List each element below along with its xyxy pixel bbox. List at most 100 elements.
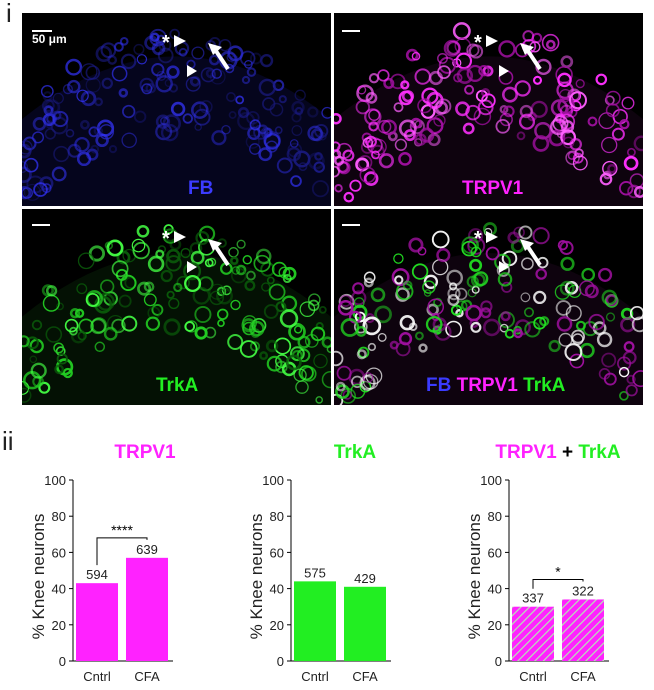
bar-count-label: 575	[304, 565, 326, 580]
neuron-cell	[245, 134, 260, 149]
neuron-cell	[596, 331, 613, 348]
neuron-cell	[498, 40, 516, 58]
neuron-cell	[425, 315, 443, 333]
neuron-cell	[378, 153, 395, 169]
y-tick-label: 100	[262, 473, 284, 488]
neuron-cell	[524, 321, 541, 338]
neuron-cell	[90, 144, 100, 154]
neuron-cell	[377, 332, 387, 342]
neuron-cell	[88, 245, 106, 262]
neuron-cell	[514, 80, 531, 97]
neuron-cell	[114, 42, 124, 52]
neuron-cell	[150, 32, 160, 43]
neuron-cell	[619, 390, 629, 401]
neuron-cell	[356, 349, 367, 360]
arrowhead-marker	[499, 65, 509, 77]
neuron-cell	[107, 55, 118, 65]
neuron-cell	[394, 275, 404, 285]
neuron-cell	[381, 119, 397, 136]
neuron-cell	[165, 255, 182, 272]
neuron-cell	[446, 40, 461, 56]
neuron-cell	[22, 166, 32, 184]
neuron-cell	[231, 266, 241, 275]
arrow-marker-head	[208, 43, 222, 55]
neuron-cell	[507, 231, 520, 244]
y-tick-label: 40	[270, 582, 284, 597]
neuron-cell	[500, 311, 511, 322]
neuron-cell	[22, 387, 32, 403]
neuron-cell	[534, 121, 552, 140]
neuron-cell	[464, 84, 475, 95]
micrograph-merge-cells: *	[334, 222, 643, 405]
neuron-cell	[456, 67, 474, 85]
neuron-cell	[560, 129, 577, 146]
neuron-cell	[164, 78, 173, 88]
neuron-cell	[401, 90, 415, 103]
neuron-cell	[166, 248, 181, 264]
neuron-cell	[184, 321, 196, 332]
neuron-cell	[483, 318, 501, 337]
neuron-cell	[629, 305, 643, 321]
neuron-cell	[266, 355, 283, 372]
neuron-cell	[414, 331, 424, 341]
neuron-cell	[22, 161, 28, 173]
x-tick-label: Cntrl	[519, 669, 547, 684]
asterisk-marker: *	[474, 228, 482, 250]
neuron-cell	[559, 113, 576, 130]
neuron-cell	[513, 328, 524, 339]
y-axis-label: % Knee neurons	[247, 514, 266, 640]
neuron-cell	[485, 246, 500, 261]
neuron-cell	[227, 334, 244, 350]
neuron-cell	[565, 305, 582, 322]
neuron-cell	[632, 370, 643, 388]
micrograph-fb-cells: *	[22, 28, 331, 206]
neuron-cell	[417, 246, 427, 256]
neuron-cell	[189, 76, 201, 87]
arrow-marker	[526, 245, 542, 267]
neuron-cell	[353, 297, 365, 309]
channel-label-merge: FB TRPV1 TrkA	[426, 375, 565, 397]
neuron-cell	[111, 65, 128, 82]
neuron-cell	[370, 287, 386, 303]
arrow-marker	[214, 49, 230, 71]
neuron-cell	[274, 337, 292, 355]
neuron-cell	[555, 300, 572, 316]
neuron-cell	[120, 53, 137, 70]
neuron-cell	[157, 47, 174, 64]
micrograph-trka-cells: *	[22, 224, 331, 405]
neuron-cell	[419, 127, 435, 143]
y-tick-label: 100	[44, 473, 66, 488]
neuron-cell	[100, 279, 115, 294]
neuron-cell	[466, 64, 484, 82]
neuron-cell	[334, 112, 342, 125]
neuron-cell	[618, 180, 634, 196]
neuron-cell	[67, 143, 82, 158]
bar-cntrl	[294, 581, 336, 661]
neuron-cell	[408, 237, 424, 253]
neuron-cell	[368, 73, 380, 84]
y-axis-label: % Knee neurons	[465, 514, 484, 640]
neuron-cell	[147, 255, 165, 273]
neuron-cell	[193, 108, 211, 126]
y-tick-label: 40	[488, 582, 502, 597]
chart-title-trpv1: TRPV1	[85, 442, 205, 464]
scale-bar	[342, 224, 360, 226]
y-axis-label: % Knee neurons	[29, 514, 48, 640]
neuron-cell	[56, 353, 68, 365]
neuron-cell	[321, 106, 331, 119]
neuron-cell	[560, 55, 574, 69]
neuron-cell	[601, 352, 617, 368]
neuron-cell	[587, 116, 598, 127]
arrowhead-marker	[174, 231, 186, 243]
neuron-cell	[200, 67, 216, 83]
neuron-cell	[447, 294, 460, 306]
neuron-cell	[617, 356, 632, 371]
micrograph-fb: * 50 μm FB	[22, 13, 331, 206]
neuron-cell	[41, 284, 54, 297]
neuron-cell	[535, 268, 547, 280]
neuron-cell	[621, 96, 635, 110]
arrow-marker	[214, 245, 230, 267]
neuron-cell	[468, 228, 484, 244]
neuron-cell	[355, 99, 371, 115]
neuron-cell	[340, 318, 360, 337]
